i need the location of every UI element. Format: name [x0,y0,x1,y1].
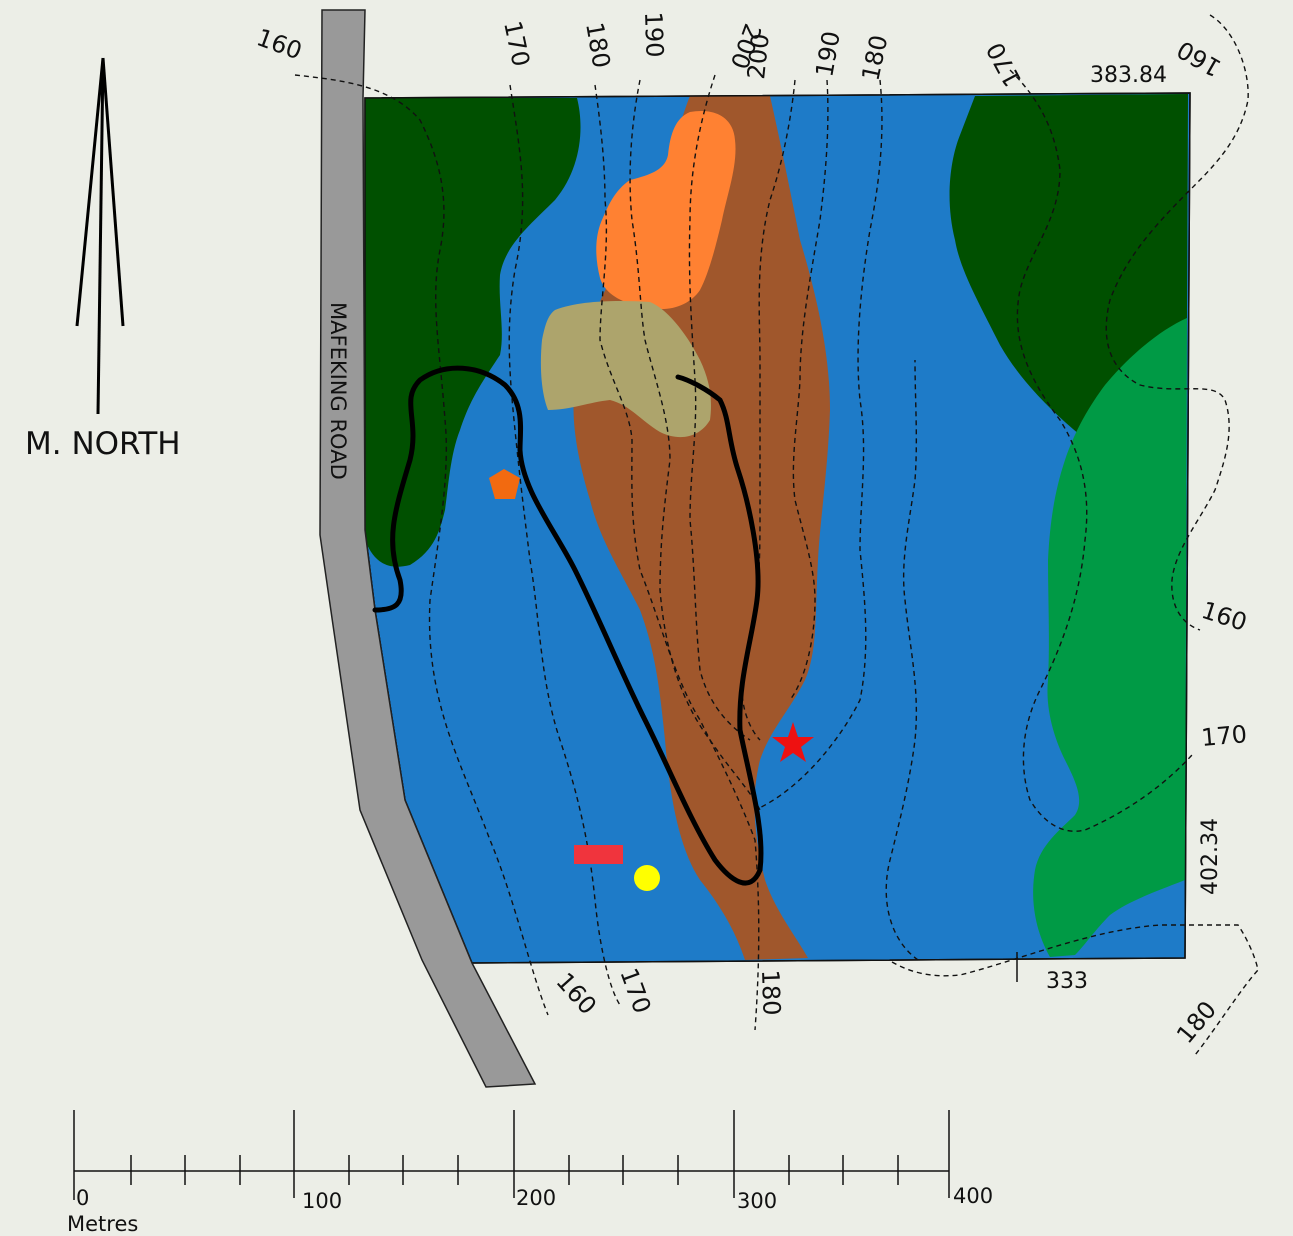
contour-label: 180 [756,969,786,1016]
contour-line [594,84,760,1031]
contour-line [1105,14,1249,631]
light-forest-east [1033,318,1187,957]
north-arrow [75,57,125,415]
contour-label: 180 [580,20,616,70]
contour-label: 170 [1200,720,1248,752]
contour-line [789,79,829,701]
contour-line [885,359,919,961]
contour-label: 160 [253,23,306,65]
contour-label: 170 [614,964,656,1017]
contour-label: 160 [551,967,602,1020]
orange-pentagon-symbol [489,469,520,499]
road-label: MAFEKING ROAD [326,302,350,480]
dark-forest-northeast [949,94,1188,435]
yellow-circle-symbol [634,865,660,891]
contour-label: 160 [1172,35,1226,82]
contour-line [508,84,621,1006]
contour-label: 190 [639,11,669,58]
contour-label: 170 [981,38,1027,92]
dark-forest-northwest [365,98,581,567]
track-path [372,365,764,886]
contour-label: 160 [1198,596,1250,637]
south-boundary-length: 333 [1046,969,1088,994]
scale-tick-label: 200 [516,1186,556,1210]
scale-tick-label: 300 [737,1189,777,1213]
red-star-symbol [772,722,814,762]
contour-label: 180 [1171,996,1222,1049]
contour-lines [294,14,1259,1056]
north-boundary-length: 383.84 [1090,63,1167,88]
contour-label: 170 [498,18,535,69]
contour-label: 190 [810,29,846,79]
contour-line [688,74,751,741]
orange-area [596,110,736,310]
scale-unit-label: Metres [67,1212,138,1236]
east-boundary-length: 402.34 [1198,818,1223,895]
contour-label: 200 [742,32,775,80]
scale-bar [73,1110,950,1200]
contour-line [891,924,1259,1056]
scale-tick-label: 0 [76,1186,89,1210]
red-rectangle-symbol [574,845,623,864]
scale-tick-label: 100 [302,1189,342,1213]
mafeking-road [319,9,537,1088]
khaki-area [540,300,711,438]
contour-line [294,74,549,1016]
contour-line [754,79,883,811]
contour-label: 180 [856,33,893,84]
north-arrow-label: M. NORTH [25,426,181,462]
scale-tick-label: 400 [953,1184,993,1208]
